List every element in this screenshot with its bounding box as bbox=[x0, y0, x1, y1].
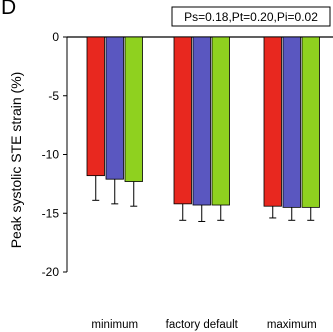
bar bbox=[301, 36, 320, 208]
y-tick-label: -15 bbox=[42, 206, 60, 220]
bar bbox=[192, 36, 211, 206]
bar bbox=[211, 36, 230, 206]
bar bbox=[263, 36, 282, 207]
x-category-label: factory default bbox=[166, 319, 239, 331]
bar bbox=[173, 36, 192, 205]
x-category-label: maximum bbox=[267, 319, 317, 331]
stats-annotation: Ps=0.18,Pt=0.20,Pi=0.02 bbox=[184, 10, 318, 24]
y-tick-label: -10 bbox=[42, 148, 60, 162]
bar bbox=[282, 36, 301, 208]
y-tick-label: 0 bbox=[52, 30, 59, 44]
panel-letter: D bbox=[1, 0, 16, 19]
stats-box bbox=[171, 6, 331, 27]
bar bbox=[86, 36, 105, 177]
bar bbox=[124, 36, 143, 182]
y-tick-label: -20 bbox=[42, 265, 60, 279]
plot-area: 0 -5 -10 -15 -20 minimum factory default maximu… bbox=[42, 30, 333, 331]
x-category-label: minimum bbox=[91, 319, 138, 331]
y-tick-label: -5 bbox=[48, 89, 59, 103]
bar bbox=[105, 36, 124, 180]
y-axis-label: Peak systolic STE strain (%) bbox=[8, 72, 24, 249]
